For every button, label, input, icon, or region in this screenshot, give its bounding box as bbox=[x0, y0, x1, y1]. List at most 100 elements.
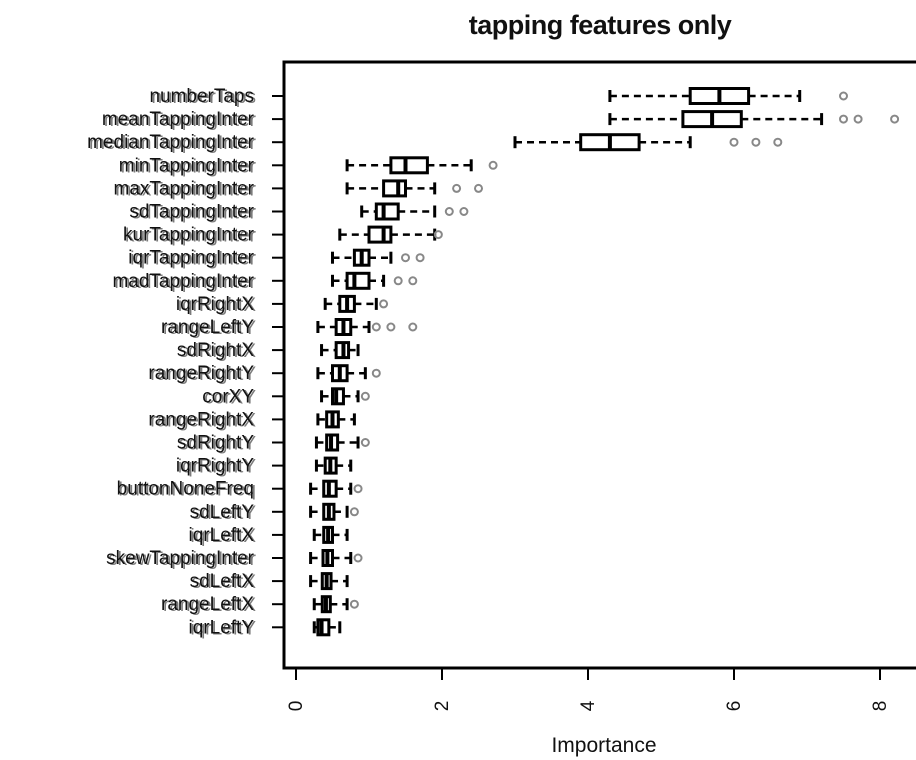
feature-label: iqrRightY bbox=[176, 456, 254, 477]
feature-label-shadow: skewTappingInter bbox=[108, 549, 257, 570]
boxplot-sdRightY bbox=[314, 433, 370, 452]
outlier-point bbox=[488, 160, 498, 170]
feature-label: rangeRightX bbox=[148, 409, 254, 430]
feature-label-shadow: sdRightY bbox=[179, 434, 256, 455]
feature-label-shadow: sdTappingInter bbox=[131, 203, 256, 224]
outlier-point bbox=[433, 230, 443, 240]
boxplot-sdRightX bbox=[320, 341, 360, 360]
feature-label: rangeLeftY bbox=[161, 317, 254, 338]
feature-label: iqrLeftX bbox=[189, 525, 255, 546]
boxplot-skewTappingInter bbox=[309, 549, 363, 567]
feature-label: iqrTappingInter bbox=[128, 248, 254, 269]
feature-label: sdRightY bbox=[177, 433, 254, 454]
feature-label: maxTappingInter bbox=[114, 178, 255, 199]
feature-label-shadow: minTappingInter bbox=[121, 156, 257, 177]
outlier-point bbox=[371, 368, 381, 378]
feature-label: rangeRightY bbox=[148, 363, 254, 384]
boxplot-rangeLeftY bbox=[316, 318, 418, 336]
feature-label: iqrLeftY bbox=[189, 617, 255, 638]
feature-label-shadow: rangeRightX bbox=[150, 410, 256, 431]
feature-label-shadow: iqrRightX bbox=[178, 295, 256, 316]
outlier-point bbox=[839, 114, 848, 124]
outlier-point bbox=[408, 322, 418, 332]
feature-label: buttonNoneFreq bbox=[117, 479, 254, 500]
box bbox=[367, 225, 393, 244]
outlier-point bbox=[353, 553, 363, 563]
outlier-point bbox=[353, 484, 363, 494]
boxplot-iqrRightX bbox=[323, 294, 389, 313]
x-tick-label: 8 bbox=[870, 701, 891, 712]
feature-label: madTappingInter bbox=[112, 271, 254, 292]
boxplot-meanTappingInter bbox=[608, 110, 900, 129]
boxplot-iqrLeftX bbox=[312, 525, 349, 544]
x-tick-label: 2 bbox=[432, 701, 453, 712]
feature-label: rangeLeftX bbox=[161, 594, 254, 615]
outlier-point bbox=[379, 299, 389, 309]
box bbox=[374, 202, 400, 221]
outlier-point bbox=[890, 114, 900, 124]
feature-label-shadow: iqrRightY bbox=[178, 457, 256, 478]
x-tick-label: 0 bbox=[286, 701, 307, 712]
outlier-point bbox=[393, 276, 403, 286]
feature-label-shadow: medianTappingInter bbox=[89, 133, 257, 154]
boxplot-maxTappingInter bbox=[345, 179, 483, 198]
boxplot-iqrTappingInter bbox=[331, 248, 425, 267]
feature-label-shadow: iqrLeftY bbox=[191, 618, 257, 639]
boxplot-iqrLeftY bbox=[312, 618, 342, 637]
outlier-point bbox=[386, 322, 396, 332]
boxplot-rangeRightY bbox=[316, 364, 381, 383]
outlier-point bbox=[415, 253, 425, 263]
box bbox=[389, 156, 429, 175]
feature-labels: numberTapsnumberTapsmeanTappingIntermean… bbox=[87, 86, 284, 639]
boxes bbox=[309, 87, 900, 637]
feature-label: sdRightX bbox=[177, 340, 254, 361]
outlier-point bbox=[408, 276, 418, 286]
feature-label-shadow: buttonNoneFreq bbox=[119, 480, 256, 501]
feature-label-shadow: rangeRightY bbox=[150, 364, 256, 385]
outlier-point bbox=[773, 137, 783, 147]
outlier-point bbox=[401, 253, 410, 263]
x-axis-title: Importance bbox=[551, 734, 656, 757]
feature-label-shadow: meanTappingInter bbox=[104, 110, 257, 131]
outlier-point bbox=[452, 183, 462, 193]
chart-title: tapping features only bbox=[468, 10, 732, 40]
boxplot-minTappingInter bbox=[345, 156, 498, 175]
outlier-point bbox=[444, 207, 454, 216]
boxplot-kurTappingInter bbox=[338, 225, 443, 244]
feature-label: corXY bbox=[202, 386, 254, 407]
feature-label-shadow: maxTappingInter bbox=[116, 179, 257, 200]
outlier-point bbox=[474, 183, 483, 193]
outlier-point bbox=[371, 322, 381, 332]
feature-label: meanTappingInter bbox=[102, 109, 255, 130]
feature-label-shadow: iqrLeftX bbox=[191, 526, 257, 547]
feature-label: sdLeftY bbox=[190, 502, 255, 523]
feature-label: sdTappingInter bbox=[129, 202, 254, 223]
feature-label-shadow: kurTappingInter bbox=[125, 226, 257, 247]
feature-label: sdLeftX bbox=[190, 571, 255, 592]
boxplot-iqrRightY bbox=[314, 456, 353, 475]
outlier-point bbox=[459, 207, 469, 216]
boxplot-corXY bbox=[320, 387, 370, 406]
feature-label-shadow: corXY bbox=[204, 387, 256, 408]
feature-label: iqrRightX bbox=[176, 294, 254, 315]
outlier-point bbox=[349, 599, 359, 609]
outlier-point bbox=[360, 438, 370, 447]
feature-label-shadow: rangeLeftX bbox=[163, 595, 256, 616]
boxplot-sdLeftX bbox=[309, 572, 349, 591]
feature-label-shadow: sdRightX bbox=[179, 341, 256, 362]
boxplot-numberTaps bbox=[608, 87, 848, 105]
feature-label: kurTappingInter bbox=[123, 225, 255, 246]
boxplot-medianTappingInter bbox=[513, 133, 783, 152]
x-tick-label: 4 bbox=[578, 700, 599, 711]
feature-label-shadow: rangeLeftY bbox=[163, 318, 256, 339]
outlier-point bbox=[839, 91, 848, 101]
outlier-point bbox=[853, 114, 863, 124]
feature-label-shadow: sdLeftX bbox=[192, 572, 257, 593]
boxplot-sdTappingInter bbox=[360, 202, 469, 221]
boxplot-rangeLeftX bbox=[312, 595, 359, 614]
outlier-point bbox=[349, 507, 359, 517]
feature-label: medianTappingInter bbox=[87, 132, 255, 153]
x-tick-label: 6 bbox=[724, 701, 745, 712]
boxplot-sdLeftY bbox=[309, 502, 359, 521]
outlier-point bbox=[751, 137, 761, 147]
